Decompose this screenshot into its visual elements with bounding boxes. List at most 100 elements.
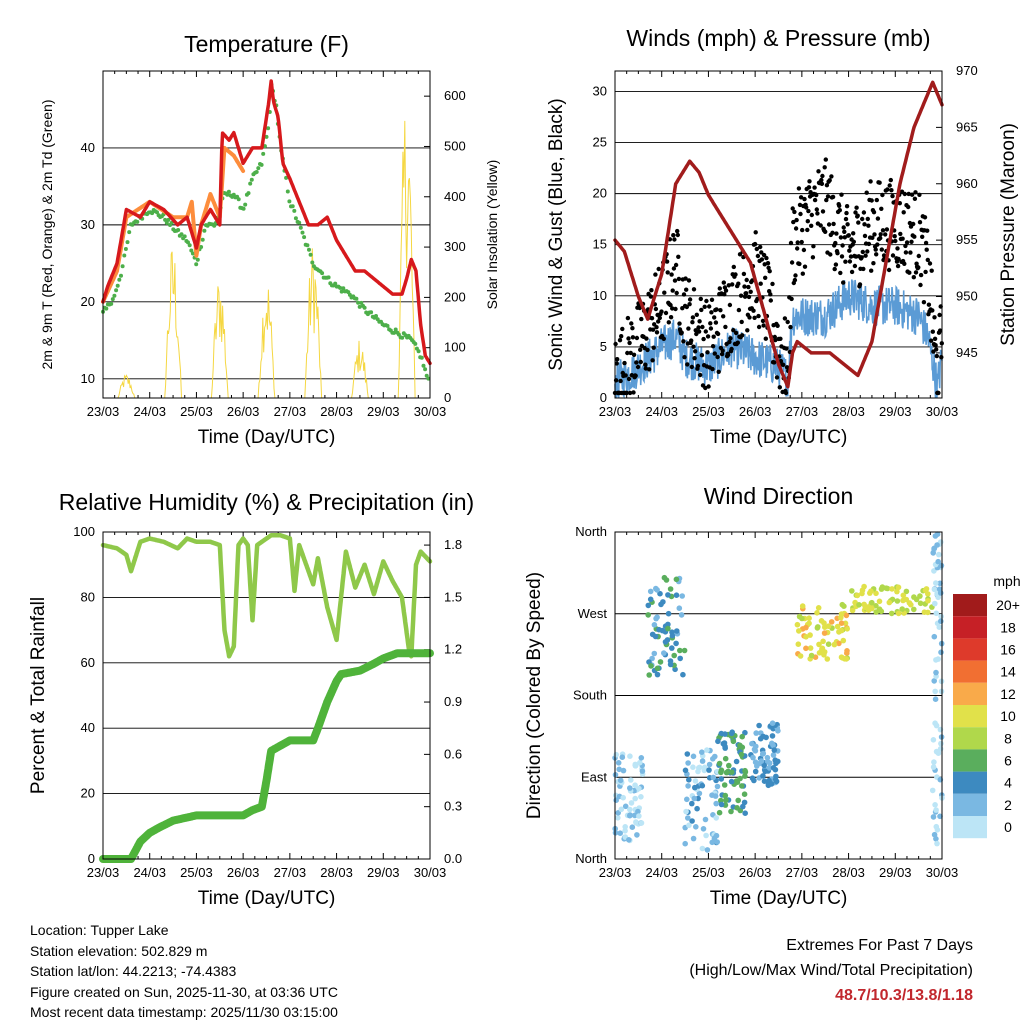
direction-point xyxy=(933,657,939,663)
direction-point xyxy=(718,767,725,773)
gust-point xyxy=(740,333,745,338)
direction-point xyxy=(819,645,826,652)
direction-point xyxy=(699,782,706,789)
gust-point xyxy=(623,373,628,378)
gust-point xyxy=(826,222,832,227)
direction-point xyxy=(617,830,623,836)
gust-point xyxy=(644,336,649,341)
legend-swatch xyxy=(953,594,987,617)
gust-point xyxy=(738,293,744,298)
direction-point xyxy=(869,599,875,606)
gust-point xyxy=(772,360,777,365)
gust-point xyxy=(824,197,829,203)
gust-point xyxy=(777,385,782,390)
direction-point xyxy=(770,765,777,771)
gust-point xyxy=(792,277,798,283)
gust-point xyxy=(841,225,846,230)
solar-peak xyxy=(351,340,369,399)
gust-point xyxy=(739,319,744,325)
direction-point xyxy=(734,805,740,811)
gust-point xyxy=(838,270,843,276)
gust-point xyxy=(874,197,879,203)
dewpoint-point xyxy=(123,247,128,251)
gust-point xyxy=(884,227,890,232)
direction-point xyxy=(700,826,707,832)
gust-point xyxy=(630,335,636,340)
direction-point xyxy=(876,606,883,612)
gust-point xyxy=(703,329,708,334)
direction-point xyxy=(900,592,907,599)
direction-point xyxy=(635,808,641,815)
pressure-line xyxy=(613,80,944,389)
gust-point xyxy=(751,308,756,313)
gust-point xyxy=(871,261,876,266)
direction-point xyxy=(894,598,901,604)
direction-point xyxy=(917,593,923,599)
direction-point xyxy=(622,828,628,834)
direction-point xyxy=(934,840,940,847)
direction-point xyxy=(654,587,660,593)
gust-point xyxy=(664,259,670,264)
x-tick-label: 26/03 xyxy=(739,404,772,419)
direction-point xyxy=(814,625,821,631)
gust-point xyxy=(823,229,828,234)
x-axis-label: Time (Day/UTC) xyxy=(198,888,336,909)
direction-point xyxy=(722,731,728,737)
gust-point xyxy=(730,282,735,287)
y-tick-label: 20 xyxy=(593,186,607,201)
legend-swatch xyxy=(953,660,987,683)
direction-point xyxy=(637,759,643,766)
gust-point xyxy=(797,202,803,208)
gust-point xyxy=(692,356,697,361)
gust-point xyxy=(783,390,789,396)
direction-point xyxy=(691,795,698,802)
gust-point xyxy=(718,308,723,313)
direction-point xyxy=(868,588,874,594)
direction-point xyxy=(618,806,625,813)
direction-point xyxy=(722,792,729,799)
created-text: Figure created on Sun, 2025-11-30, at 03… xyxy=(30,983,338,1000)
direction-point xyxy=(931,759,937,765)
direction-point xyxy=(722,743,728,750)
gust-point xyxy=(921,300,927,305)
legend-label: 4 xyxy=(1004,775,1012,791)
dewpoint-point xyxy=(264,134,269,139)
direction-point xyxy=(886,599,893,606)
gust-point xyxy=(723,288,729,293)
direction-point xyxy=(673,576,680,583)
gust-point xyxy=(766,265,771,270)
dewpoint-point xyxy=(413,341,418,346)
direction-point xyxy=(903,588,910,595)
gust-point xyxy=(759,257,765,262)
gust-point xyxy=(859,255,864,260)
gust-point xyxy=(904,240,910,245)
gust-point xyxy=(805,219,810,224)
direction-point xyxy=(712,753,718,760)
gust-point xyxy=(936,390,941,396)
direction-point xyxy=(620,767,627,774)
legend-swatch xyxy=(953,682,987,705)
gust-point xyxy=(709,310,714,315)
gust-point xyxy=(812,197,818,203)
direction-point xyxy=(690,764,696,770)
gust-point xyxy=(752,241,758,247)
gust-point xyxy=(714,307,719,312)
direction-point xyxy=(627,806,633,813)
gust-point xyxy=(699,353,705,358)
direction-point xyxy=(685,815,691,821)
direction-point xyxy=(728,778,735,785)
direction-point xyxy=(825,623,832,629)
gust-point xyxy=(630,326,635,331)
direction-point xyxy=(741,791,748,797)
dewpoint-point xyxy=(195,257,200,262)
direction-point xyxy=(616,766,622,773)
gust-point xyxy=(793,273,798,278)
direction-point xyxy=(685,783,691,789)
direction-point xyxy=(932,802,938,808)
x-tick-label: 27/03 xyxy=(274,865,307,880)
direction-point xyxy=(742,810,748,816)
direction-point xyxy=(769,733,776,739)
gust-point xyxy=(673,262,679,268)
location-text: Location: Tupper Lake xyxy=(30,922,169,938)
direction-point xyxy=(632,782,638,788)
